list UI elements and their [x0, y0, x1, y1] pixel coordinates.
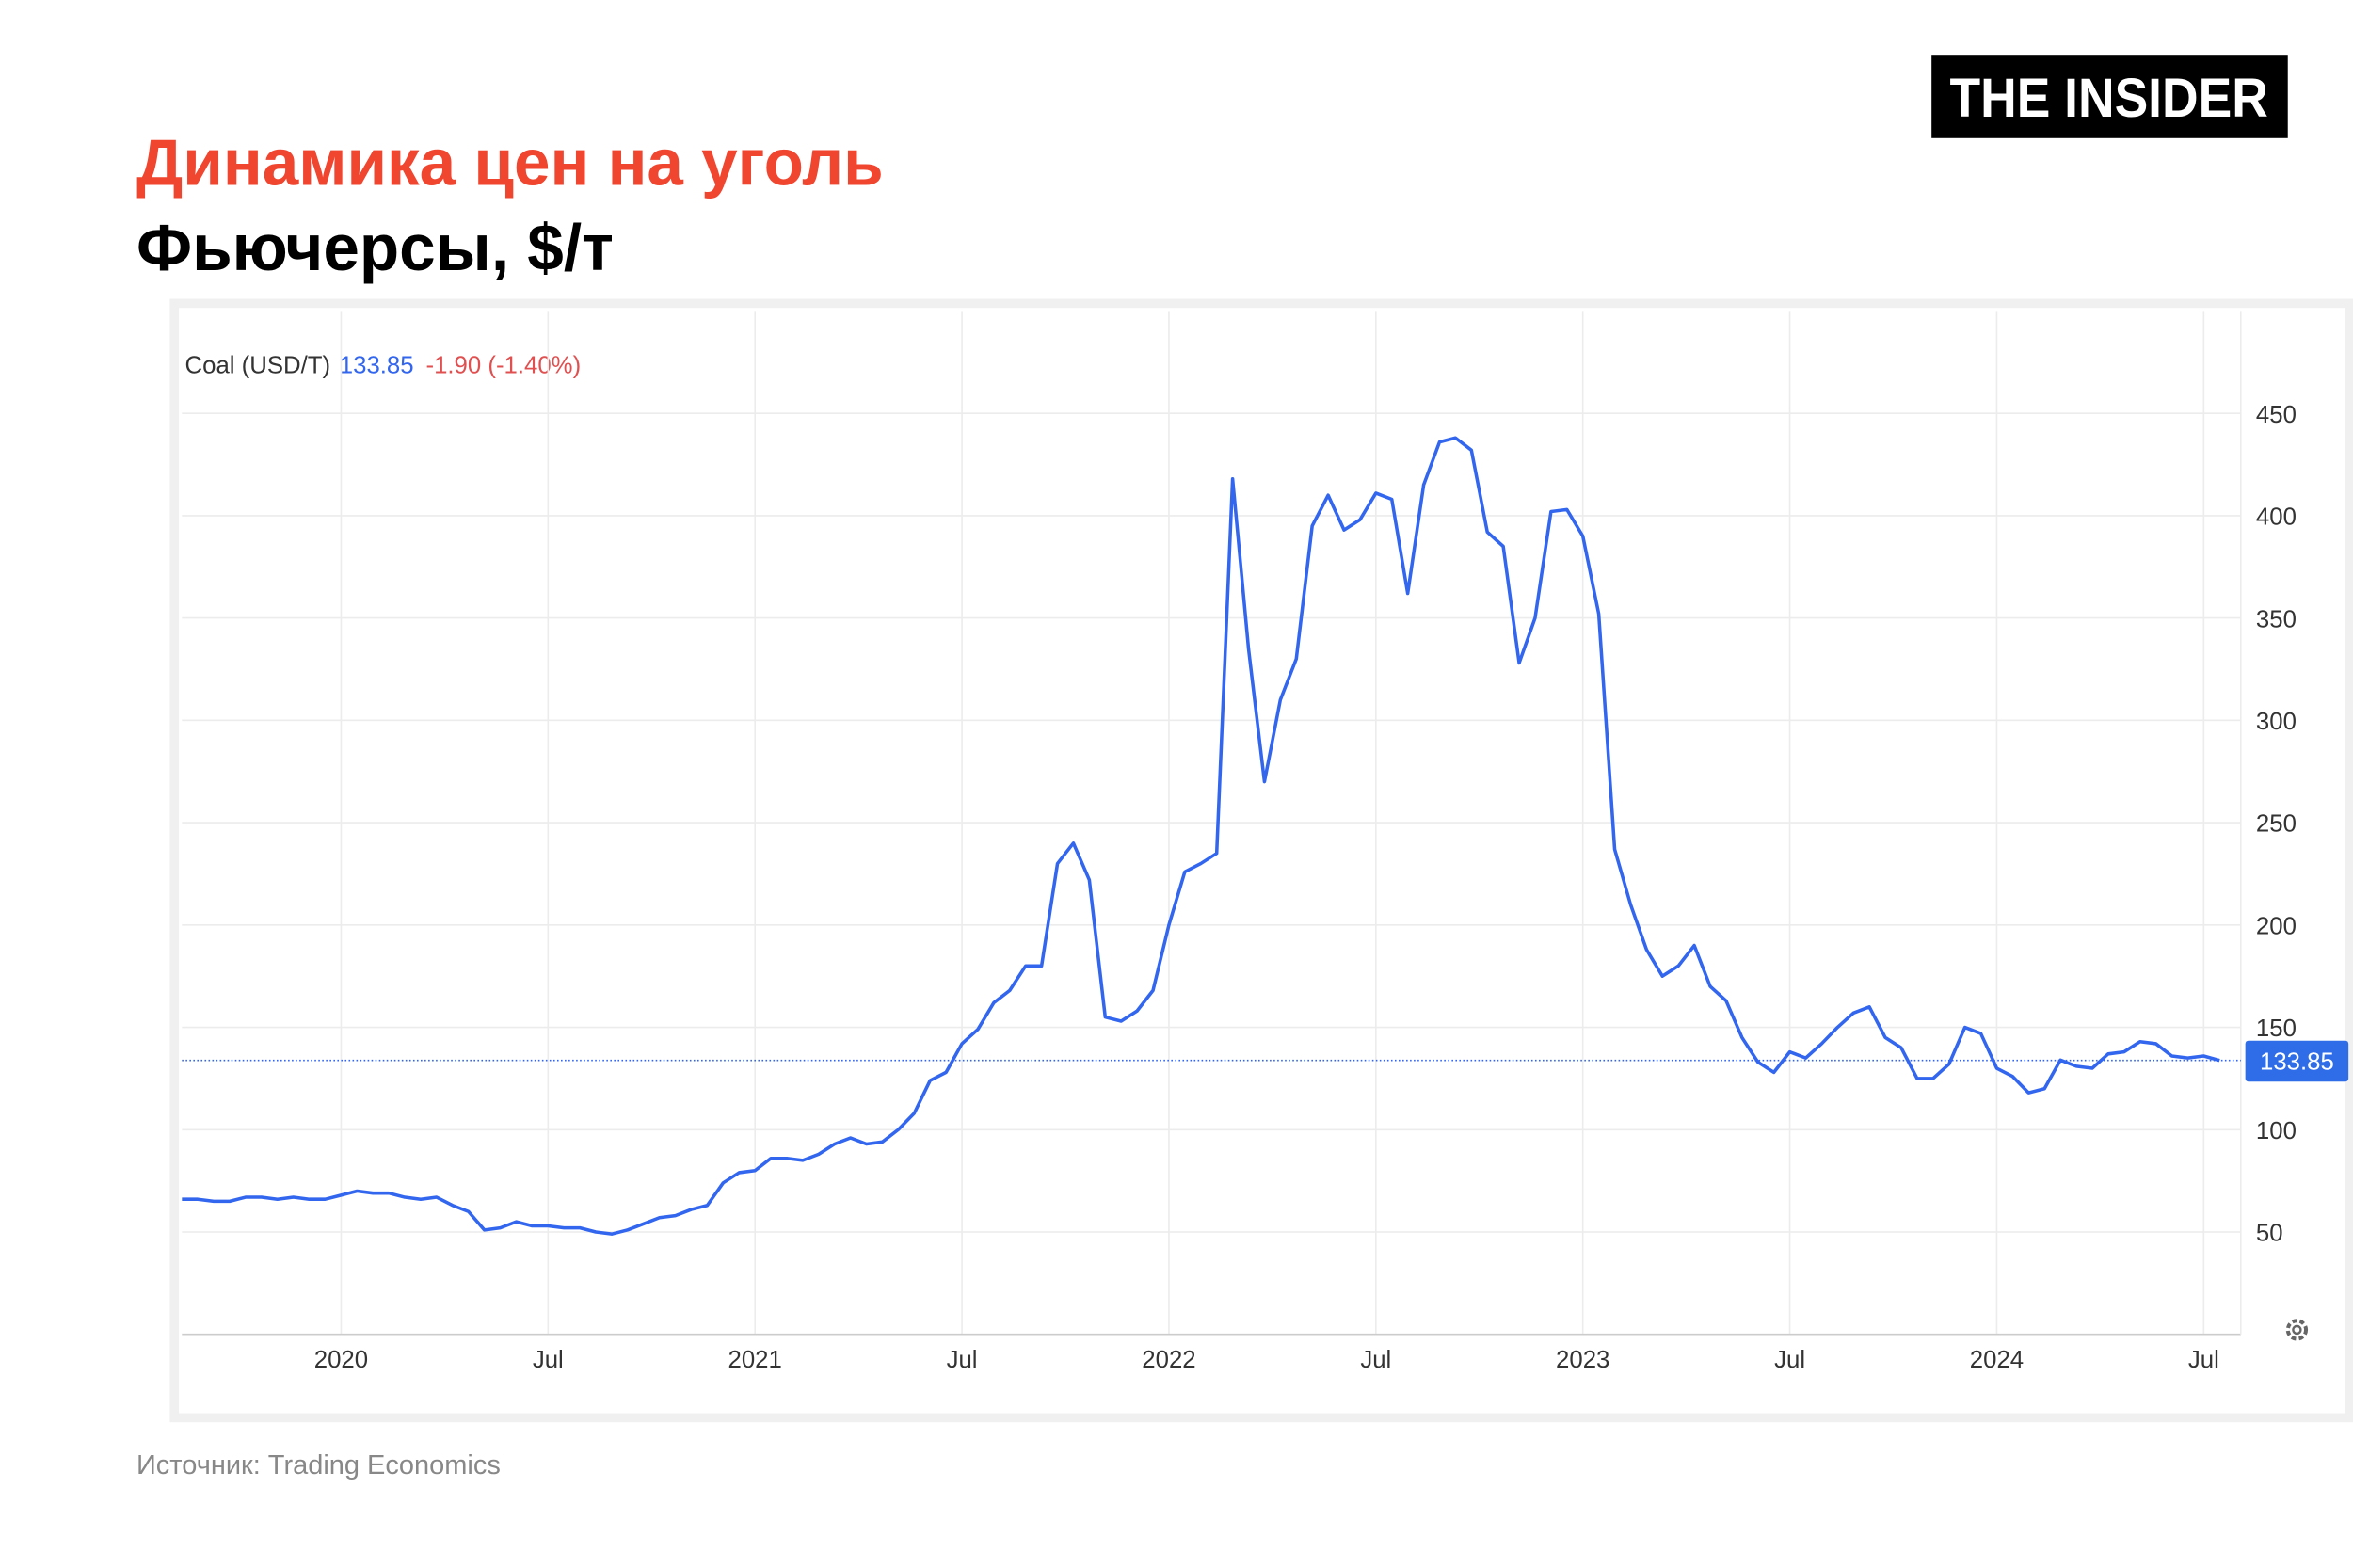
price-tag-label: 133.85 — [2260, 1048, 2334, 1075]
y-tick-label: 150 — [2256, 1016, 2297, 1042]
y-tick-label: 350 — [2256, 606, 2297, 632]
x-tick-label: 2021 — [728, 1347, 782, 1373]
y-tick-label: 50 — [2256, 1221, 2283, 1247]
x-tick-label: 2022 — [1142, 1347, 1195, 1373]
x-tick-label: 2023 — [1556, 1347, 1609, 1373]
source: Источник: Trading Economics — [136, 1450, 501, 1480]
y-tick-label: 200 — [2256, 913, 2297, 939]
logo: THE INSIDER — [1950, 69, 2268, 129]
series-line — [182, 436, 2220, 1236]
y-tick-label: 300 — [2256, 709, 2297, 735]
y-tick-label: 250 — [2256, 811, 2297, 838]
chart-subtitle: Фьючерсы, $/т — [136, 211, 614, 284]
price-tag — [2245, 1040, 2349, 1082]
y-tick-label: 450 — [2256, 402, 2297, 428]
x-tick-label: Jul — [533, 1347, 564, 1373]
gear-icon[interactable] — [2285, 1319, 2309, 1341]
legend-value: 133.85 — [340, 352, 414, 378]
legend: Coal (USD/T) 133.85 -1.90 (-1.40%) — [185, 352, 582, 378]
logo-box — [1931, 55, 2288, 138]
x-tick-label: Jul — [1774, 1347, 1805, 1373]
chart-title: Динамика цен на уголь — [136, 126, 884, 200]
legend-change: -1.90 (-1.40%) — [425, 352, 581, 378]
chart-frame — [169, 298, 2353, 1423]
x-tick-label: 2024 — [1970, 1347, 2024, 1373]
x-tick-label: Jul — [2188, 1347, 2219, 1373]
x-tick-label: 2020 — [314, 1347, 368, 1373]
y-tick-label: 400 — [2256, 504, 2297, 531]
y-tick-label: 100 — [2256, 1118, 2297, 1144]
x-tick-label: Jul — [947, 1347, 978, 1373]
legend-name: Coal (USD/T) — [185, 352, 331, 378]
x-tick-label: Jul — [1360, 1347, 1391, 1373]
